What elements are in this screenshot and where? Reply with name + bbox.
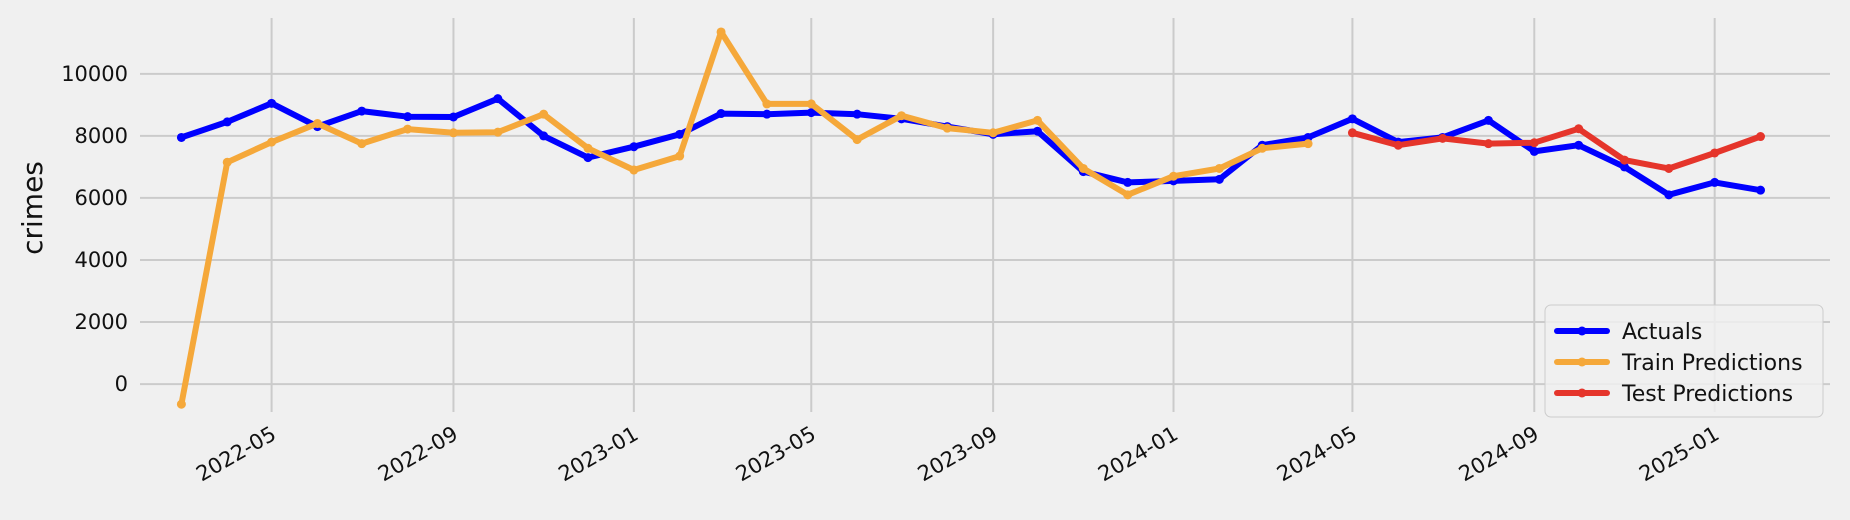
data-point — [1123, 177, 1133, 187]
data-point — [357, 106, 367, 116]
y-tick-labels: 0 2000 4000 6000 8000 10000 — [61, 62, 128, 396]
series-line — [178, 29, 1312, 408]
data-point — [1483, 139, 1493, 149]
data-point — [1169, 171, 1179, 181]
data-point — [852, 135, 862, 145]
data-point — [539, 131, 549, 141]
data-point — [1483, 115, 1493, 125]
data-point — [1303, 132, 1313, 142]
data-point — [1303, 139, 1313, 149]
data-point — [629, 142, 639, 152]
data-point — [1347, 114, 1357, 124]
data-point — [806, 99, 816, 109]
y-tick-label: 2000 — [75, 310, 128, 334]
data-point — [1619, 155, 1629, 165]
data-point — [312, 118, 322, 128]
legend-marker — [1577, 357, 1587, 367]
data-point — [1710, 148, 1720, 158]
y-tick-label: 10000 — [61, 62, 128, 86]
data-point — [448, 112, 458, 122]
data-point — [1032, 115, 1042, 125]
data-point — [675, 129, 685, 139]
data-point — [583, 153, 593, 163]
series-train-predictions — [176, 27, 1313, 409]
data-point — [1438, 133, 1448, 143]
y-tick-label: 0 — [115, 372, 128, 396]
data-point — [1257, 143, 1267, 153]
legend-marker — [1577, 326, 1587, 336]
data-point — [1529, 146, 1539, 156]
data-point — [1756, 185, 1766, 195]
data-point — [942, 123, 952, 133]
y-tick-label: 6000 — [75, 186, 128, 210]
y-tick-label: 4000 — [75, 248, 128, 272]
legend-marker — [1577, 388, 1587, 398]
series-line — [1349, 125, 1764, 172]
data-point — [1347, 128, 1357, 138]
data-point — [1756, 132, 1766, 142]
data-point — [267, 137, 277, 147]
legend-box — [1544, 304, 1824, 418]
data-point — [675, 151, 685, 161]
data-point — [539, 109, 549, 119]
data-point — [222, 117, 232, 127]
data-point — [716, 109, 726, 119]
data-point — [403, 124, 413, 134]
data-point — [716, 27, 726, 37]
legend-label: Actuals — [1622, 320, 1702, 345]
data-point — [493, 94, 503, 104]
legend-label: Test Predictions — [1621, 382, 1793, 407]
data-point — [762, 109, 772, 119]
data-point — [583, 143, 593, 153]
data-point — [493, 127, 503, 137]
data-point — [1664, 163, 1674, 173]
data-point — [1574, 140, 1584, 150]
data-point — [1123, 190, 1133, 200]
y-tick-label: 8000 — [75, 124, 128, 148]
data-point — [806, 108, 816, 118]
legend-items: Actuals Train Predictions Test Predictions — [1554, 320, 1803, 407]
data-point — [896, 111, 906, 121]
data-point — [629, 165, 639, 175]
legend-label: Train Predictions — [1621, 351, 1803, 376]
data-point — [176, 132, 186, 142]
data-point — [1078, 163, 1088, 173]
data-point — [762, 99, 772, 109]
series-test-predictions — [1347, 124, 1766, 173]
data-point — [1214, 163, 1224, 173]
data-point — [852, 109, 862, 119]
data-point — [176, 399, 186, 409]
data-point — [357, 139, 367, 149]
data-point — [1619, 162, 1629, 172]
data-point — [267, 98, 277, 108]
series-lines — [176, 27, 1766, 409]
data-point — [448, 128, 458, 138]
data-point — [988, 128, 998, 138]
grid-lines — [140, 18, 1830, 412]
data-point — [1032, 126, 1042, 136]
data-point — [403, 112, 413, 122]
y-axis-label: crimes — [16, 161, 49, 255]
data-point — [1574, 124, 1584, 134]
legend: Actuals Train Predictions Test Predictions — [1544, 304, 1824, 418]
data-point — [1214, 174, 1224, 184]
data-point — [1710, 177, 1720, 187]
data-point — [1664, 190, 1674, 200]
data-point — [222, 157, 232, 167]
data-point — [1529, 138, 1539, 148]
data-point — [1393, 140, 1403, 150]
